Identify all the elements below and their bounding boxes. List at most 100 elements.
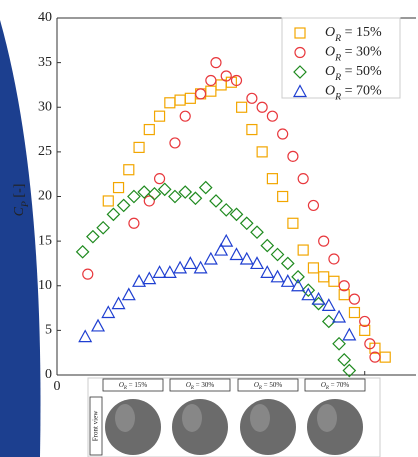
marker-square [297, 244, 309, 256]
marker-triangle [280, 274, 295, 287]
marker-triangle [173, 260, 188, 274]
marker-diamond [250, 225, 264, 240]
legend-label: OR = 50% [325, 64, 382, 83]
marker-diamond [332, 336, 346, 351]
sphere-highlight [317, 404, 337, 432]
inset-label-box [169, 378, 231, 392]
marker-diamond [342, 363, 357, 378]
marker-diamond [280, 256, 295, 271]
x-tick-label: 0 [54, 379, 61, 394]
marker-diamond [147, 186, 162, 201]
marker-circle [297, 173, 309, 185]
inset-label-box [304, 378, 366, 392]
y-tick-label: 5 [45, 323, 52, 338]
marker-triangle [152, 265, 167, 278]
marker-circle [338, 280, 350, 292]
marker-circle [205, 74, 217, 87]
marker-circle [82, 268, 94, 280]
y-tick-label: 35 [38, 55, 52, 70]
marker-diamond [96, 220, 111, 235]
marker-triangle [183, 256, 198, 270]
inset-side-label: Front view [92, 410, 100, 441]
marker-triangle [101, 305, 116, 319]
marker-triangle [193, 260, 208, 274]
marker-square [102, 195, 114, 207]
marker-circle [359, 315, 371, 328]
marker-triangle [111, 296, 126, 310]
marker-square [287, 217, 299, 229]
y-tick-label: 25 [38, 144, 52, 159]
marker-square [294, 27, 306, 39]
marker-triangle [219, 233, 234, 247]
marker-diamond [75, 244, 90, 259]
marker-triangle [292, 84, 308, 98]
marker-circle [169, 137, 181, 149]
inset-label: OR = 50% [254, 381, 283, 391]
marker-square [338, 289, 350, 301]
sphere-highlight [182, 404, 202, 432]
marker-square [112, 181, 125, 194]
sphere-highlight [250, 404, 270, 432]
legend-label: OR = 30% [325, 45, 382, 64]
sphere-photo [172, 399, 228, 455]
marker-square [307, 262, 320, 274]
marker-circle [328, 253, 340, 265]
marker-circle [318, 235, 330, 247]
marker-square [266, 173, 278, 185]
y-tick-label: 40 [38, 10, 52, 25]
marker-circle [369, 351, 381, 363]
marker-diamond [291, 269, 305, 284]
marker-triangle [321, 298, 336, 311]
marker-square [277, 190, 289, 203]
marker-circle [256, 101, 268, 113]
marker-diamond [239, 216, 254, 231]
marker-circle [294, 46, 306, 59]
marker-triangle [78, 329, 93, 343]
side-label-box [89, 396, 103, 456]
y-tick-label: 10 [38, 278, 52, 293]
sphere-photo [105, 399, 161, 455]
marker-triangle [229, 247, 244, 261]
y-axis-label: CP [-] [12, 184, 31, 217]
marker-square [123, 164, 135, 176]
marker-circle [179, 110, 191, 122]
marker-triangle [291, 278, 306, 292]
marker-circle [287, 150, 299, 162]
marker-square [348, 306, 361, 319]
marker-triangle [91, 318, 106, 332]
marker-circle [364, 338, 376, 350]
marker-diamond [127, 189, 141, 204]
marker-circle [220, 70, 232, 82]
marker-circle [307, 199, 320, 212]
marker-square [153, 110, 166, 122]
marker-circle [277, 128, 289, 140]
marker-diamond [168, 189, 182, 204]
y-tick-label: 0 [45, 367, 52, 382]
marker-circle [143, 195, 155, 207]
inset-label: OR = 70% [321, 381, 350, 391]
marker-triangle [311, 291, 326, 305]
marker-diamond [337, 352, 352, 367]
marker-triangle [132, 274, 147, 287]
decor-band [0, 20, 41, 457]
marker-circle [348, 293, 361, 305]
marker-square [246, 123, 258, 136]
marker-square [133, 141, 145, 154]
sphere-photo [307, 399, 363, 455]
marker-diamond [157, 182, 172, 197]
sphere-highlight [115, 404, 135, 432]
marker-triangle [332, 309, 347, 323]
marker-diamond [260, 238, 275, 253]
marker-diamond [209, 194, 223, 208]
marker-diamond [137, 185, 152, 199]
marker-triangle [342, 327, 357, 341]
marker-diamond [116, 198, 131, 213]
marker-diamond [321, 314, 336, 329]
plot-area: 051015202530354006OR = 15%OR = 30%OR = 5… [38, 10, 416, 394]
marker-square [143, 123, 155, 136]
marker-diamond [106, 207, 121, 222]
legend-label: OR = 15% [325, 25, 382, 44]
marker-square [236, 101, 248, 113]
marker-circle [266, 110, 278, 122]
marker-diamond [198, 180, 213, 195]
